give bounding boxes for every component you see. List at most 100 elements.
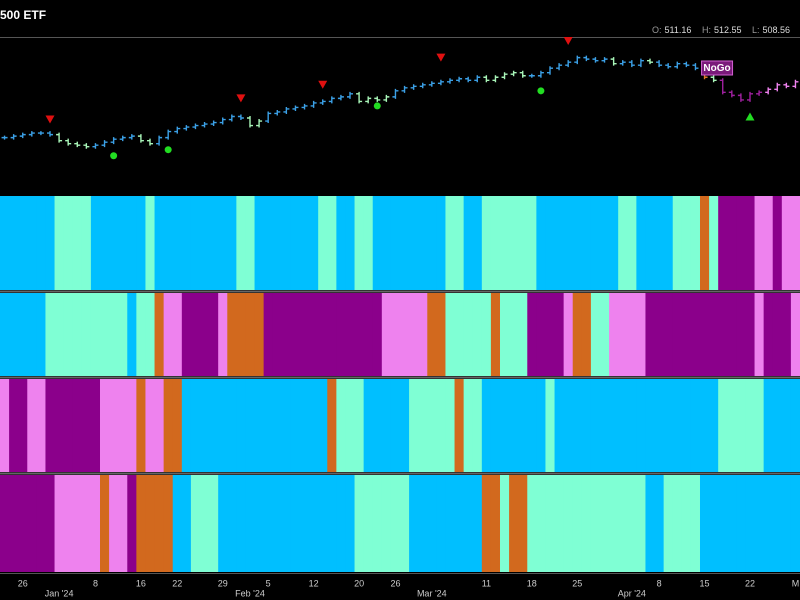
state-cell	[536, 379, 547, 472]
state-cell	[572, 293, 583, 376]
state-cell	[518, 196, 528, 290]
price-bar	[474, 75, 481, 83]
state-cell	[445, 475, 456, 572]
state-cell	[490, 293, 501, 376]
state-cell	[190, 196, 201, 290]
price-bar	[601, 57, 608, 63]
price-bar	[437, 79, 444, 86]
state-cell	[781, 293, 792, 376]
state-cell	[90, 475, 101, 572]
state-cell	[781, 379, 792, 472]
price-bar	[710, 75, 717, 83]
state-cell	[709, 196, 719, 290]
state-cell	[790, 475, 800, 572]
x-tick-label: 12	[309, 578, 319, 588]
state-cell	[81, 196, 92, 290]
state-cell	[727, 293, 737, 376]
price-bar	[365, 96, 372, 104]
state-cell	[81, 379, 92, 472]
state-cell	[618, 379, 628, 472]
state-cell	[700, 196, 710, 290]
state-cell	[409, 293, 419, 376]
state-cell	[409, 379, 419, 472]
price-bar	[283, 106, 290, 114]
state-cell	[590, 293, 601, 376]
state-cell	[18, 475, 28, 572]
price-bar	[356, 91, 363, 104]
state-cell	[463, 293, 474, 376]
price-bar	[392, 88, 399, 99]
state-cell	[572, 475, 583, 572]
state-cell	[200, 196, 210, 290]
state-cell	[227, 293, 237, 376]
state-cell	[18, 379, 28, 472]
state-cell	[318, 379, 328, 472]
state-cell	[600, 379, 610, 472]
state-cell	[300, 379, 310, 472]
state-cell	[118, 379, 128, 472]
state-cell	[172, 475, 183, 572]
state-cell	[136, 379, 147, 472]
state-cell	[327, 379, 337, 472]
ohlc-item: H: 512.55	[702, 25, 742, 35]
state-cell	[127, 293, 137, 376]
state-cell	[154, 379, 165, 472]
state-cell	[572, 196, 583, 290]
state-cell	[45, 379, 56, 472]
price-bar	[147, 138, 153, 146]
state-cell	[672, 475, 683, 572]
state-cell	[254, 293, 265, 376]
state-cell	[609, 379, 619, 472]
state-cell	[645, 379, 656, 472]
state-cell	[781, 475, 792, 572]
state-cell	[36, 293, 47, 376]
price-bar	[547, 66, 553, 75]
price-bar	[47, 131, 53, 137]
state-cell	[400, 475, 410, 572]
state-cell	[327, 475, 337, 572]
price-bar	[374, 96, 381, 102]
state-cell	[690, 379, 701, 472]
price-bar	[237, 114, 244, 121]
state-cell	[509, 293, 519, 376]
state-cell	[200, 293, 210, 376]
state-cell	[172, 196, 183, 290]
price-bar	[101, 140, 108, 148]
ohlc-label: L:	[752, 25, 760, 35]
x-tick-label: 16	[136, 578, 146, 588]
state-cell	[645, 293, 656, 376]
state-cell	[627, 379, 637, 472]
price-bar	[74, 141, 81, 148]
price-bar	[292, 105, 299, 111]
state-cell	[472, 293, 483, 376]
state-cell	[509, 475, 519, 572]
state-cell	[209, 293, 219, 376]
x-tick-label: M	[792, 578, 800, 588]
state-cell	[190, 293, 201, 376]
state-cell	[300, 196, 310, 290]
state-cell	[709, 379, 719, 472]
state-cell	[490, 475, 501, 572]
price-bar	[519, 70, 526, 78]
state-cell	[72, 293, 83, 376]
state-cell	[454, 475, 465, 572]
state-cell	[272, 293, 283, 376]
state-cell	[100, 379, 110, 472]
state-cell	[563, 196, 574, 290]
state-cell	[45, 475, 56, 572]
signal-dot	[164, 146, 172, 154]
x-month-label: Mar '24	[417, 588, 447, 598]
state-cell	[672, 293, 683, 376]
state-cell	[736, 293, 747, 376]
state-cell	[381, 475, 392, 572]
x-tick-label: 22	[172, 578, 182, 588]
state-cell	[181, 293, 192, 376]
state-cell	[300, 475, 310, 572]
state-cell	[390, 379, 401, 472]
state-cell	[481, 475, 492, 572]
price-bar	[137, 134, 144, 143]
state-cell	[272, 379, 283, 472]
state-cell	[600, 293, 610, 376]
state-cell	[463, 475, 474, 572]
state-cell	[500, 379, 510, 472]
